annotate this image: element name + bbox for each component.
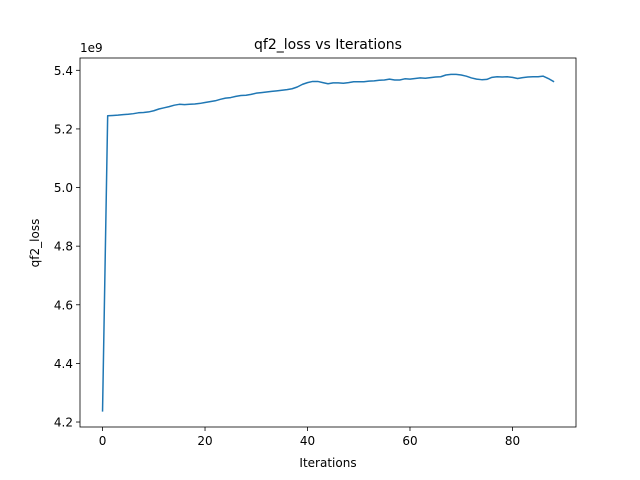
x-tick-label: 40 [300,434,315,448]
x-axis-label: Iterations [299,456,356,470]
y-tick-label: 5.4 [54,64,73,78]
y-axis-offset-label: 1e9 [80,41,103,55]
y-tick-label: 5.0 [54,181,73,195]
y-tick-label: 4.4 [54,357,73,371]
x-tick-label: 80 [505,434,520,448]
series-line [101,73,555,412]
axes: 0 20 40 60 80 4.2 4.4 4.6 4.8 5.0 5.2 5.4 [54,57,577,448]
axes-frame [79,57,577,428]
x-tick-label: 60 [402,434,417,448]
x-tick-label: 0 [99,434,107,448]
y-tick-label: 5.2 [54,122,73,136]
y-axis-label: qf2_loss [28,219,42,268]
y-tick-label: 4.8 [54,240,73,254]
y-tick-label: 4.2 [54,416,73,430]
x-tick-label: 20 [197,434,212,448]
y-tick-label: 4.6 [54,298,73,312]
chart-title: qf2_loss vs Iterations [254,37,402,53]
plot-area [101,73,555,412]
